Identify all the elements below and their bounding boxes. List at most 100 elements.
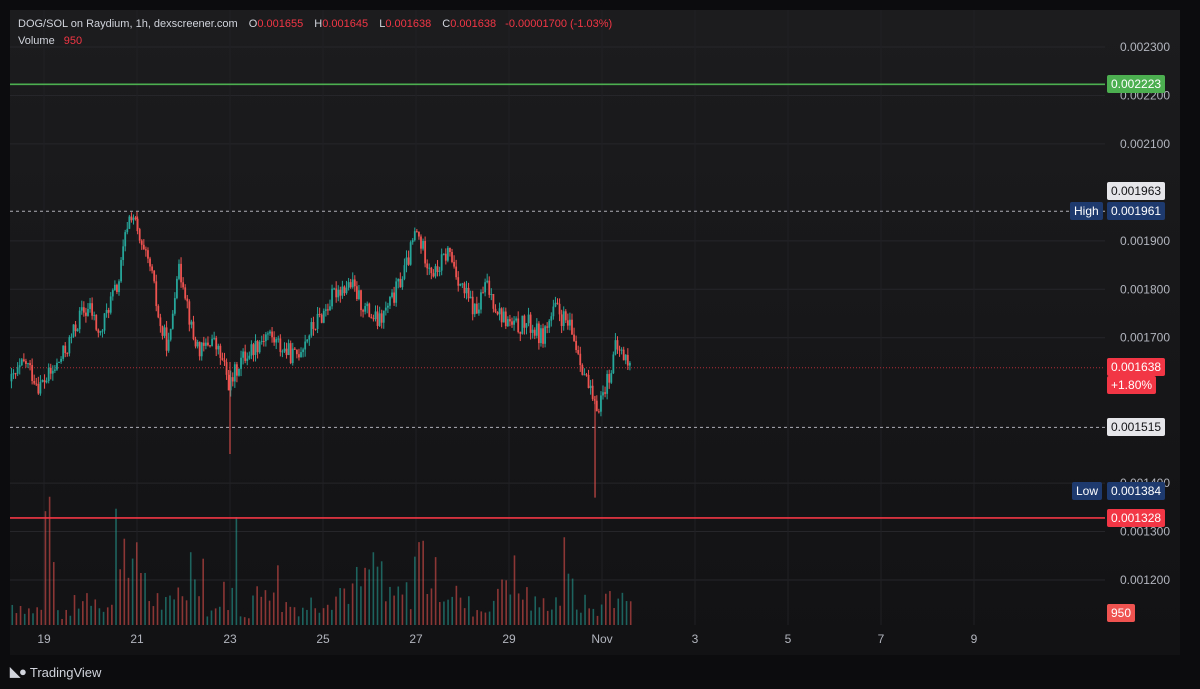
candle-body <box>157 306 160 318</box>
candle-body <box>362 310 364 312</box>
candle-body <box>449 247 451 252</box>
volume-bar <box>451 596 454 625</box>
candle-body <box>293 348 296 350</box>
candle-body <box>413 231 416 241</box>
candle-body <box>95 314 98 330</box>
candle-body <box>113 284 116 291</box>
candle-body <box>529 314 532 333</box>
volume-bar <box>189 552 192 625</box>
volume-bar <box>61 618 63 625</box>
candle-body <box>550 316 553 321</box>
candle-body <box>91 303 94 316</box>
candle-body <box>22 359 25 362</box>
volume-bar <box>434 557 437 625</box>
candle-body <box>552 306 555 317</box>
volume-bar <box>289 606 292 625</box>
candle-body <box>422 240 424 249</box>
candle-body <box>405 257 408 266</box>
volume-bar <box>571 578 574 625</box>
candle-body <box>184 287 187 299</box>
candle-body <box>318 313 321 315</box>
candle-body <box>581 365 584 375</box>
volume-bar <box>563 537 566 625</box>
candle-body <box>25 361 27 365</box>
candle-body <box>134 217 137 219</box>
candle-body <box>329 306 331 311</box>
candle-body <box>242 351 245 358</box>
candle-body <box>515 318 518 321</box>
volume-bar <box>140 572 142 625</box>
candle-body <box>554 302 557 307</box>
candle-body <box>149 258 151 267</box>
candle-body <box>256 340 259 353</box>
chart-svg[interactable]: 0.0023000.0022000.0021000.0019000.001800… <box>10 10 1180 655</box>
candle-body <box>403 265 406 279</box>
volume-tag: 950 <box>1107 604 1136 622</box>
volume-bar <box>135 542 138 625</box>
candle-body <box>130 216 133 221</box>
candle-body <box>537 323 540 344</box>
candle-body <box>608 373 611 383</box>
candle-body <box>151 266 154 271</box>
volume-bar <box>546 610 549 625</box>
volume-bar <box>380 561 383 625</box>
candle-body <box>207 342 209 346</box>
candle-body <box>194 339 197 347</box>
candle-body <box>502 311 505 323</box>
candle-body <box>380 313 383 323</box>
volume-bar <box>621 592 624 625</box>
volume-bar <box>501 579 503 625</box>
volume-bar <box>447 599 449 625</box>
tradingview-brand[interactable]: TradingView <box>29 664 102 680</box>
volume-bar <box>314 608 317 625</box>
volume-bar <box>418 542 420 625</box>
candle-body <box>368 303 371 317</box>
symbol-title[interactable]: DOG/SOL on Raydium, 1h, dexscreener.com <box>18 18 238 30</box>
candle-body <box>76 329 79 332</box>
x-tick-label: 7 <box>878 632 885 646</box>
candle-body <box>144 249 147 251</box>
volume-bar <box>559 605 561 625</box>
volume-bar <box>555 597 557 625</box>
volume-bar <box>368 569 371 625</box>
candle-body <box>180 263 182 283</box>
candle-body <box>463 283 466 294</box>
volume-bar <box>484 612 487 625</box>
candle-body <box>484 282 487 293</box>
volume-bar <box>609 591 611 625</box>
candle-body <box>602 392 604 396</box>
candle-body <box>434 266 437 277</box>
volume-bar <box>214 608 217 625</box>
chart-pane[interactable]: 0.002300 0.002200 0.002100 0.001900 0.001800… <box>10 10 1180 655</box>
tradingview-logo-icon[interactable]: ◣● <box>10 664 27 679</box>
candle-body <box>43 379 46 383</box>
volume-bar <box>322 608 325 625</box>
candle-body <box>500 308 503 323</box>
candle-body <box>231 377 234 382</box>
y-tick-label: 0.001200 <box>1120 573 1170 587</box>
volume-bar <box>206 616 209 625</box>
volume-bar <box>310 597 312 625</box>
volume-bar <box>57 610 59 625</box>
volume-bar <box>28 608 30 625</box>
candle-body <box>262 341 265 343</box>
volume-bar <box>580 612 582 625</box>
volume-bar <box>223 581 225 625</box>
volume-bar <box>468 596 470 625</box>
candle-body <box>451 251 453 262</box>
footer: ◣● TradingView <box>10 662 101 682</box>
candle-body <box>70 336 73 338</box>
candle-body <box>455 266 458 278</box>
candle-body <box>279 338 282 352</box>
x-tick-label: 3 <box>692 632 699 646</box>
candle-body <box>438 270 441 272</box>
candle-body <box>612 354 615 374</box>
candle-body <box>306 339 309 342</box>
candle-body <box>147 250 149 259</box>
candle-body <box>132 217 135 221</box>
high-value: 0.001645 <box>322 18 369 30</box>
volume-bar <box>44 511 47 625</box>
volume-bar <box>542 598 545 625</box>
candle-body <box>283 348 286 352</box>
candle-body <box>482 292 484 294</box>
